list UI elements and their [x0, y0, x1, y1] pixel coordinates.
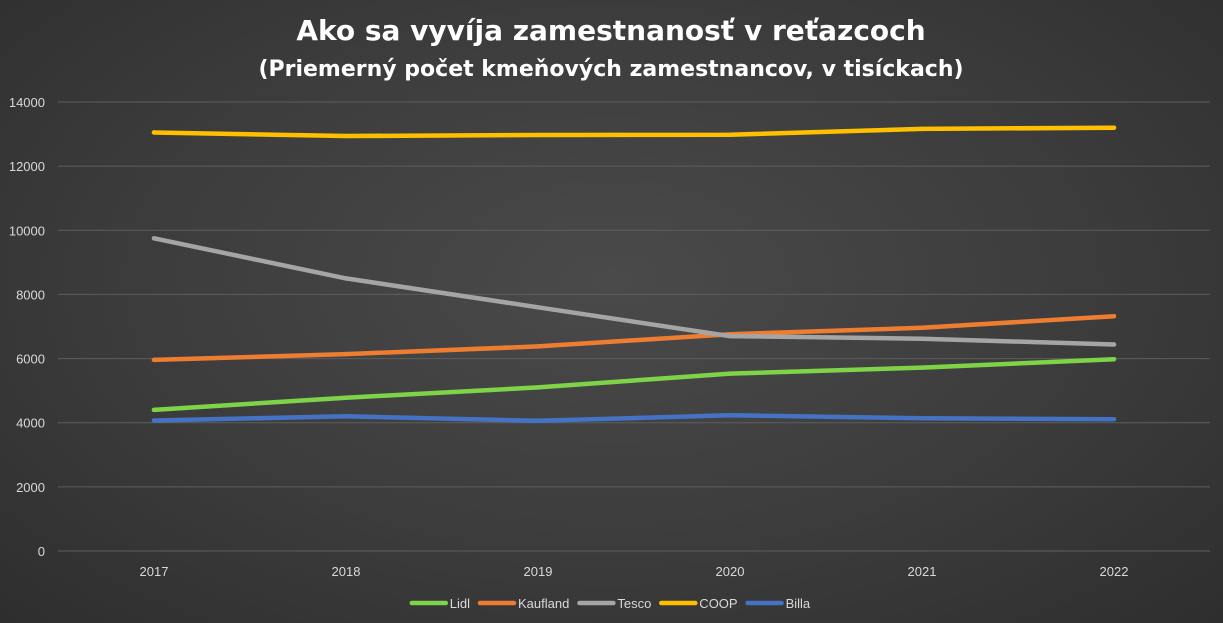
y-tick-label: 0: [38, 544, 45, 559]
series-line-tesco: [151, 236, 1117, 347]
chart-title: Ako sa vyvíja zamestnanosť v reťazcoch: [296, 14, 925, 47]
y-tick-label: 2000: [16, 480, 45, 495]
data-point-coop: [1111, 125, 1117, 130]
data-point-lidl: [151, 407, 157, 413]
legend-label: COOP: [699, 596, 737, 611]
series-line-billa: [151, 413, 1117, 424]
x-tick-label: 2018: [332, 564, 361, 579]
y-axis: 0 2000 4000 6000 8000 10000 12000 14000: [9, 95, 45, 559]
series-line-lidl: [151, 356, 1117, 413]
data-point-lidl: [535, 385, 541, 390]
data-point-kaufland: [919, 325, 925, 330]
data-point-coop: [727, 132, 733, 137]
legend-item-coop: COOP: [659, 596, 738, 611]
data-point-tesco: [1111, 342, 1117, 347]
y-tick-label: 8000: [16, 287, 45, 302]
x-axis: 2017 2018 2019 2020 2021 2022: [140, 564, 1129, 579]
legend: Lidl Kaufland Tesco COOP Billa: [409, 596, 811, 611]
data-point-kaufland: [343, 351, 349, 357]
data-point-lidl: [727, 371, 733, 376]
data-point-coop: [343, 133, 349, 139]
data-point-billa: [535, 418, 541, 423]
data-point-billa: [343, 414, 349, 419]
data-point-coop: [151, 130, 157, 135]
data-point-tesco: [727, 333, 733, 339]
data-point-billa: [151, 418, 157, 423]
series-line-coop: [151, 125, 1117, 139]
series-line-kaufland: [151, 313, 1117, 363]
data-point-kaufland: [151, 357, 157, 363]
data-point-lidl: [919, 365, 925, 370]
data-point-tesco: [919, 336, 925, 341]
y-tick-label: 6000: [16, 352, 45, 367]
x-tick-label: 2020: [716, 564, 745, 579]
data-point-coop: [535, 132, 541, 138]
y-tick-label: 4000: [16, 416, 45, 431]
x-tick-label: 2019: [524, 564, 553, 579]
data-point-tesco: [151, 236, 157, 241]
data-point-tesco: [535, 305, 541, 310]
legend-item-tesco: Tesco: [577, 596, 651, 611]
gridlines: [58, 101, 1210, 552]
legend-label: Tesco: [617, 596, 651, 611]
legend-item-kaufland: Kaufland: [477, 596, 569, 611]
data-point-kaufland: [1111, 314, 1117, 319]
data-point-lidl: [343, 395, 349, 400]
chart-subtitle: (Priemerný počet kmeňových zamestnancov,…: [258, 57, 963, 82]
legend-label: Kaufland: [518, 596, 569, 611]
data-point-billa: [1111, 416, 1117, 422]
legend-label: Lidl: [450, 596, 470, 611]
data-point-billa: [727, 413, 733, 418]
data-point-coop: [919, 126, 925, 132]
x-tick-label: 2022: [1100, 564, 1129, 579]
plot-area: [151, 125, 1117, 424]
legend-item-lidl: Lidl: [409, 596, 470, 611]
data-point-billa: [919, 416, 925, 421]
y-tick-label: 10000: [9, 223, 45, 238]
legend-label: Billa: [786, 596, 811, 611]
data-point-kaufland: [535, 344, 541, 349]
y-tick-label: 14000: [9, 95, 45, 110]
y-tick-label: 12000: [9, 159, 45, 174]
legend-item-billa: Billa: [745, 596, 811, 611]
data-point-tesco: [343, 276, 349, 281]
x-tick-label: 2017: [140, 564, 169, 579]
data-point-lidl: [1111, 357, 1117, 362]
x-tick-label: 2021: [908, 564, 937, 579]
